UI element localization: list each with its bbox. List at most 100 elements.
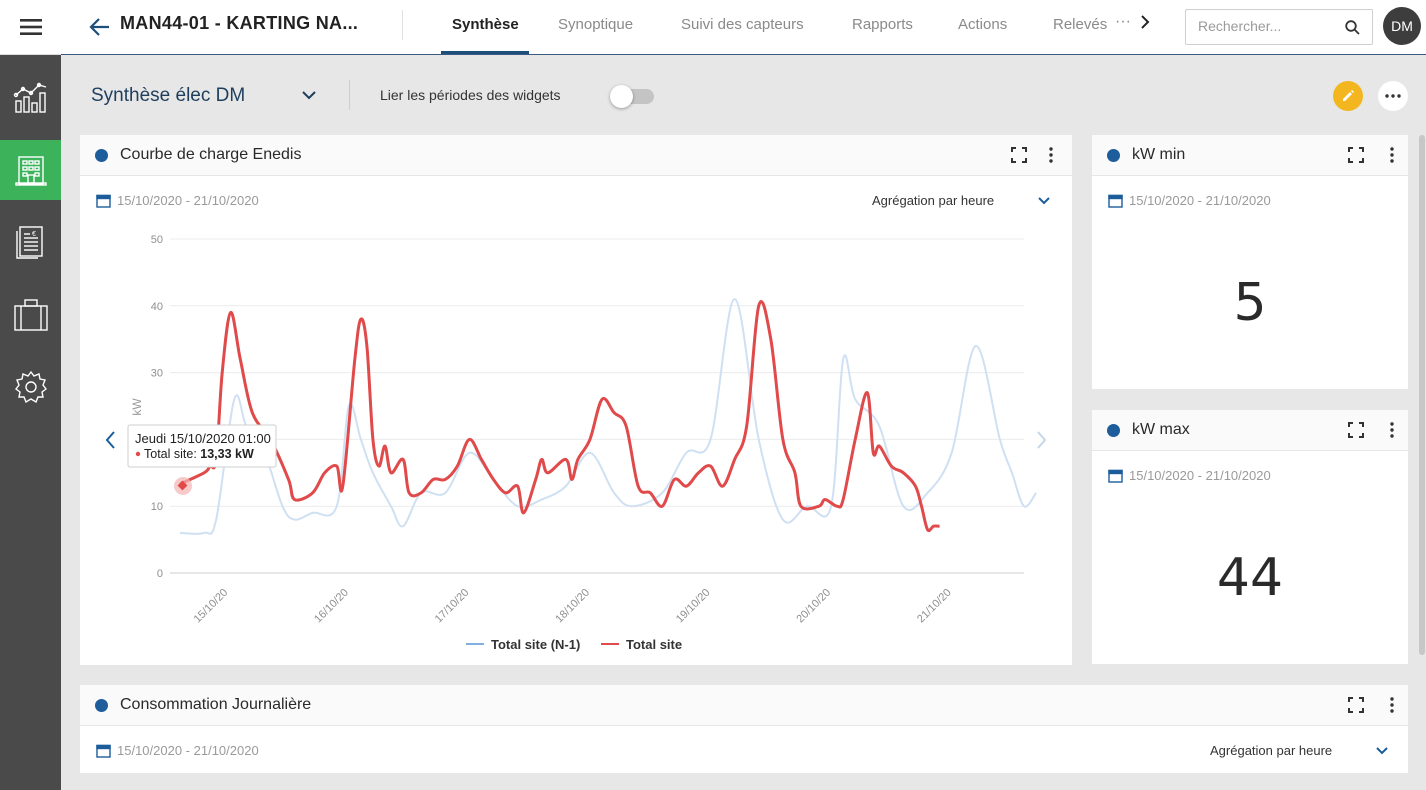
link-periods-toggle[interactable] xyxy=(610,85,656,108)
kebab-menu-icon[interactable] xyxy=(1389,422,1395,438)
aggregation-select[interactable]: Agrégation par heure xyxy=(872,193,995,208)
tab-suivi-capteurs[interactable]: Suivi des capteurs xyxy=(681,16,804,33)
dashboard-title[interactable]: Synthèse élec DM xyxy=(91,85,246,106)
widget-date-range[interactable]: 15/10/2020 - 21/10/2020 xyxy=(96,193,259,208)
search-box xyxy=(1185,9,1373,45)
tooltip-series-label: Total site: 13,33 kW xyxy=(144,447,254,461)
pencil-icon xyxy=(1343,90,1354,101)
fullscreen-icon[interactable] xyxy=(1348,697,1364,713)
widget-title: Courbe de charge Enedis xyxy=(120,146,302,163)
hamburger-menu-button[interactable] xyxy=(0,0,61,55)
tab-actions[interactable]: Actions xyxy=(958,16,1008,33)
tab-rapports[interactable]: Rapports xyxy=(852,16,913,33)
x-tick-label: 16/10/20 xyxy=(312,587,351,626)
sidebar-item-settings[interactable] xyxy=(0,357,61,417)
tooltip-title: Jeudi 15/10/2020 01:00 xyxy=(135,431,271,446)
widget-header: kW min xyxy=(1092,135,1408,176)
more-horizontal-icon xyxy=(1385,94,1401,98)
chart-legend: Total site (N-1) Total site xyxy=(466,637,682,652)
widget-kw-min: kW min 15/10/2020 - 21/10/2020 5 xyxy=(1092,135,1408,389)
hamburger-icon xyxy=(19,19,42,35)
invoice-icon: € xyxy=(15,226,43,259)
widget-consommation: Consommation Journalière 15/10/2020 - 21… xyxy=(80,685,1408,773)
widget-header: Courbe de charge Enedis xyxy=(80,135,1072,176)
y-tick-label: 10 xyxy=(151,501,163,513)
widget-title: Consommation Journalière xyxy=(120,696,312,713)
widget-courbe-charge: Courbe de charge Enedis 15/10/2020 - 21/… xyxy=(80,135,1072,665)
site-title: MAN44-01 - KARTING NA... xyxy=(120,13,359,33)
x-tick-label: 17/10/20 xyxy=(433,587,472,626)
date-range-text: 15/10/2020 - 21/10/2020 xyxy=(1129,468,1271,483)
y-tick-label: 50 xyxy=(151,234,163,246)
chevron-down-icon[interactable] xyxy=(300,86,318,104)
chart-prev-arrow[interactable] xyxy=(105,431,115,449)
sidebar: € xyxy=(0,0,61,790)
widget-header: kW max xyxy=(1092,410,1408,451)
tabs-overflow-indicator: ··· xyxy=(1115,13,1131,30)
series-line-total-site xyxy=(179,300,940,533)
link-periods-label: Lier les périodes des widgets xyxy=(380,87,561,103)
kw-min-value: 5 xyxy=(1233,273,1267,333)
tab-releves[interactable]: Relevés xyxy=(1053,16,1108,33)
tab-synthese[interactable]: Synthèse xyxy=(452,16,519,33)
search-icon[interactable] xyxy=(1345,20,1360,35)
building-icon xyxy=(14,156,47,186)
tooltip-box xyxy=(127,424,277,468)
chart-icon xyxy=(13,82,46,113)
chart-next-arrow[interactable] xyxy=(1037,431,1047,449)
widget-date-range[interactable]: 15/10/2020 - 21/10/2020 xyxy=(1108,468,1271,483)
top-bar: MAN44-01 - KARTING NA... Synthèse Synopt… xyxy=(61,0,1426,55)
search-input[interactable] xyxy=(1198,18,1338,34)
x-tick-label: 18/10/20 xyxy=(553,587,592,626)
date-range-text: 15/10/2020 - 21/10/2020 xyxy=(117,193,259,208)
briefcase-icon xyxy=(13,299,48,331)
kw-max-value: 44 xyxy=(1216,548,1284,608)
chevron-right-icon[interactable] xyxy=(1139,14,1151,30)
sidebar-item-sites[interactable] xyxy=(0,140,61,200)
kebab-menu-icon[interactable] xyxy=(1389,697,1395,713)
highlight-point xyxy=(177,480,188,491)
chevron-down-icon[interactable] xyxy=(1037,195,1051,207)
widget-date-range[interactable]: 15/10/2020 - 21/10/2020 xyxy=(96,743,259,758)
series-line-n-1 xyxy=(179,298,1037,535)
calendar-icon xyxy=(96,744,111,758)
x-tick-label: 20/10/20 xyxy=(794,587,833,626)
widget-date-range[interactable]: 15/10/2020 - 21/10/2020 xyxy=(1108,193,1271,208)
fullscreen-icon[interactable] xyxy=(1348,422,1364,438)
fullscreen-icon[interactable] xyxy=(1011,147,1027,163)
toggle-knob xyxy=(610,85,633,108)
kebab-menu-icon[interactable] xyxy=(1048,147,1054,163)
date-range-text: 15/10/2020 - 21/10/2020 xyxy=(1129,193,1271,208)
legend-label: Total site xyxy=(626,637,682,652)
sidebar-item-invoices[interactable]: € xyxy=(0,212,61,272)
widget-title: kW max xyxy=(1132,421,1190,438)
calendar-icon xyxy=(1108,194,1123,208)
tooltip-dot xyxy=(135,451,141,457)
widget-status-dot xyxy=(1107,149,1120,162)
y-tick-label: 30 xyxy=(151,368,163,380)
back-arrow-icon[interactable] xyxy=(87,14,113,40)
x-tick-label: 19/10/20 xyxy=(674,587,713,626)
edit-dashboard-button[interactable] xyxy=(1333,81,1363,111)
sidebar-item-analytics[interactable] xyxy=(0,68,61,128)
svg-text:€: € xyxy=(32,231,36,238)
y-axis-label: kW xyxy=(130,398,144,416)
widget-header: Consommation Journalière xyxy=(80,685,1408,726)
dashboard-more-button[interactable] xyxy=(1378,81,1408,111)
widget-status-dot xyxy=(95,149,108,162)
fullscreen-icon[interactable] xyxy=(1348,147,1364,163)
widget-kw-max: kW max 15/10/2020 - 21/10/2020 44 xyxy=(1092,410,1408,664)
chevron-down-icon[interactable] xyxy=(1375,745,1389,757)
aggregation-select[interactable]: Agrégation par heure xyxy=(1210,743,1333,758)
chart-grid xyxy=(170,238,1024,574)
sidebar-item-projects[interactable] xyxy=(0,285,61,345)
y-tick-label: 0 xyxy=(157,568,163,580)
chart-series xyxy=(179,298,1037,535)
legend-label: Total site (N-1) xyxy=(491,637,580,652)
user-avatar[interactable]: DM xyxy=(1383,7,1421,45)
tab-synoptique[interactable]: Synoptique xyxy=(558,16,634,33)
tooltip-value: 13,33 kW xyxy=(200,447,254,461)
kebab-menu-icon[interactable] xyxy=(1389,147,1395,163)
page-scrollbar[interactable] xyxy=(1419,135,1425,655)
